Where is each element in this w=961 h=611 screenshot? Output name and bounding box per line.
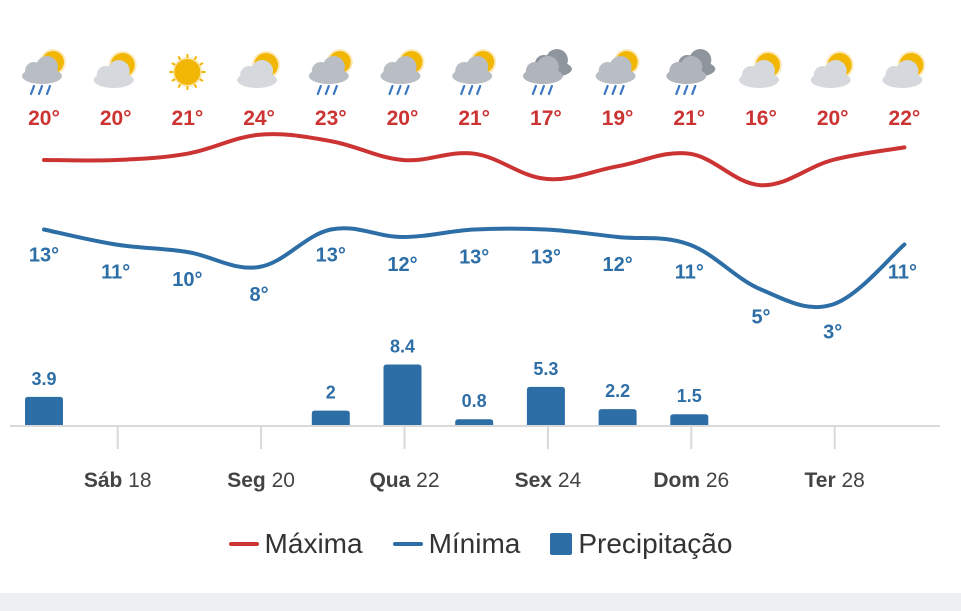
sun-cloud-icon — [237, 51, 281, 88]
min-temp-label: 8° — [250, 284, 269, 306]
weather-icons-row — [22, 49, 926, 96]
sun-cloud-rain-icon — [380, 49, 425, 96]
bottom-bar — [0, 593, 961, 611]
x-tick-label: Ter 28 — [805, 469, 865, 492]
max-temperature-series: 20° 20° 21° 24° 23° 20° 21° 17° 19° 21° 16° 20° 22° — [28, 107, 921, 188]
cloud-rain-icon — [666, 49, 716, 96]
max-temperature-line — [42, 132, 907, 188]
precipitation-label: 0.8 — [462, 391, 487, 411]
precipitation-bar — [455, 419, 494, 425]
legend-swatch-min — [392, 542, 423, 546]
min-temperature-line — [42, 226, 907, 310]
precipitation-bar — [25, 396, 63, 425]
min-temp-label: 12° — [387, 254, 417, 276]
precipitation-label: 8.4 — [390, 337, 415, 357]
sun-cloud-icon — [739, 51, 782, 88]
cloud-rain-icon — [522, 49, 572, 96]
sun-cloud-rain-icon — [452, 49, 497, 96]
sun-cloud-rain-icon — [308, 49, 353, 96]
min-temp-label: 3° — [823, 322, 842, 344]
precipitation-label: 1.5 — [677, 386, 702, 406]
precipitation-label: 5.3 — [533, 359, 558, 379]
min-temp-label: 11° — [675, 262, 704, 284]
max-temp-label: 20° — [387, 107, 419, 130]
max-temp-label: 22° — [889, 107, 921, 130]
precipitation-bar — [311, 410, 350, 425]
sun-cloud-icon — [882, 51, 926, 88]
max-temp-label: 20° — [817, 107, 849, 130]
legend-label-precip: Precipitação — [578, 528, 733, 559]
x-tick-label: Sex 24 — [515, 469, 582, 492]
sun-cloud-icon — [93, 51, 137, 88]
sun-cloud-rain-icon — [595, 49, 640, 96]
max-temp-label: 21° — [172, 107, 204, 130]
x-tick-label: Dom 26 — [653, 469, 729, 492]
x-axis: Sáb 18 Seg 20 Qua 22 Sex 24 Dom 26 Ter 28 — [10, 425, 940, 492]
x-tick-label: Sáb 18 — [84, 469, 152, 492]
sun-cloud-icon — [810, 51, 854, 88]
x-tick-label: Seg 20 — [227, 469, 295, 492]
min-temperature-series: 13° 11° 10° 8° 13° 12° 13° 13° 12° 11° 5° 3° 11° — [29, 226, 917, 344]
max-temp-label: 19° — [602, 107, 634, 130]
max-temp-label: 20° — [28, 107, 60, 130]
legend-label-min: Mínima — [428, 528, 521, 559]
max-temp-label: 21° — [458, 107, 490, 130]
precipitation-bar — [526, 386, 565, 425]
precipitation-label: 3.9 — [31, 369, 56, 389]
min-temp-label: 11° — [101, 262, 130, 284]
precipitation-label: 2.2 — [605, 381, 630, 401]
min-temp-label: 13° — [29, 245, 59, 267]
legend-item-max[interactable]: Máxima — [228, 528, 363, 560]
min-temp-label: 12° — [602, 254, 632, 276]
max-temp-label: 21° — [673, 107, 705, 130]
precipitation-series: 3.9 2 8.4 0.8 5.3 2.2 1.5 — [25, 337, 709, 425]
min-temp-label: 13° — [316, 245, 346, 267]
legend-swatch-max — [228, 542, 259, 546]
legend-item-min[interactable]: Mínima — [392, 528, 521, 560]
precipitation-label: 2 — [326, 383, 336, 403]
max-temp-label: 17° — [530, 107, 562, 130]
sun-cloud-rain-icon — [22, 49, 66, 96]
max-temp-label: 24° — [243, 107, 275, 130]
min-temp-label: 13° — [531, 247, 561, 269]
max-temp-label: 20° — [100, 107, 132, 130]
min-temp-label: 13° — [459, 247, 489, 269]
legend-swatch-precip — [550, 533, 573, 555]
legend-item-precip[interactable]: Precipitação — [550, 528, 732, 560]
min-temp-label: 5° — [751, 307, 770, 329]
min-temp-label: 10° — [172, 269, 202, 291]
min-temp-label: 11° — [888, 262, 917, 284]
x-tick-label: Qua 22 — [369, 469, 439, 492]
legend-label-max: Máxima — [264, 528, 363, 559]
precipitation-bar — [598, 409, 637, 425]
precipitation-bar — [670, 414, 709, 425]
chart-legend: Máxima Mínima Precipitação — [0, 523, 961, 565]
precipitation-bar — [383, 364, 422, 425]
sun-icon — [169, 54, 206, 90]
max-temp-label: 23° — [315, 107, 347, 130]
max-temp-label: 16° — [745, 107, 777, 130]
